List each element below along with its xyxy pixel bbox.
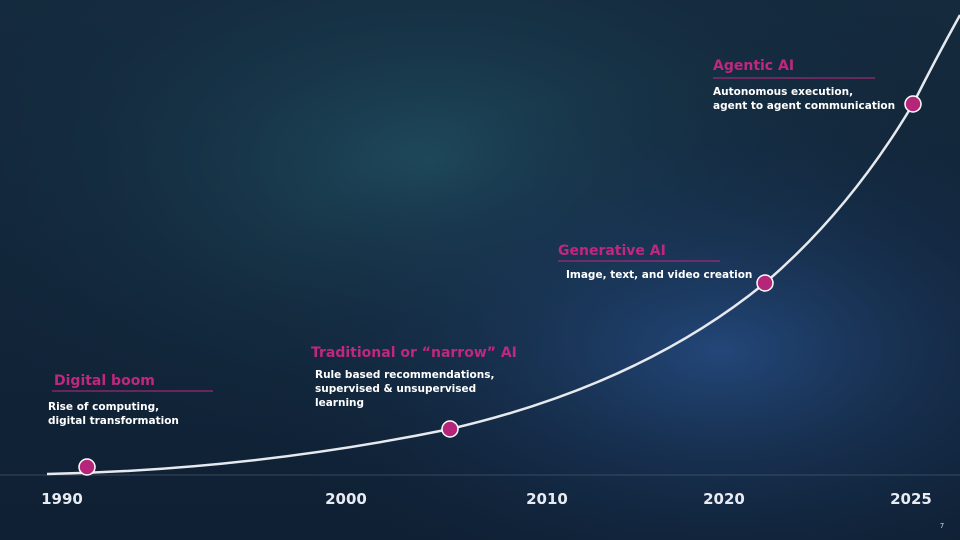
milestone-description: learning — [315, 397, 364, 409]
year-label: 1990 — [41, 490, 83, 508]
year-label: 2010 — [526, 490, 568, 508]
milestone-dot — [904, 95, 922, 113]
milestone-title: Traditional or “narrow” AI — [311, 345, 517, 361]
milestone-dot — [78, 458, 96, 476]
milestone-title: Generative AI — [558, 243, 666, 259]
milestone-dot — [441, 420, 459, 438]
timeline: 1990 2000 2010 2020 2025 Digital boom Rise of … — [41, 58, 932, 508]
milestone-description: Autonomous execution, — [713, 86, 853, 98]
page-number: 7 — [940, 522, 944, 530]
milestone-description: Image, text, and video creation — [566, 269, 752, 281]
milestone-description: supervised & unsupervised — [315, 383, 476, 395]
milestone-description: agent to agent communication — [713, 100, 895, 112]
milestone-dot — [756, 274, 774, 292]
year-label: 2020 — [703, 490, 745, 508]
milestone-description: digital transformation — [48, 415, 179, 427]
milestone-description: Rise of computing, — [48, 401, 159, 413]
milestone-description: Rule based recommendations, — [315, 369, 494, 381]
milestone-title: Agentic AI — [713, 58, 794, 74]
year-label: 2000 — [325, 490, 367, 508]
milestone-title: Digital boom — [54, 373, 155, 389]
year-label: 2025 — [890, 490, 932, 508]
